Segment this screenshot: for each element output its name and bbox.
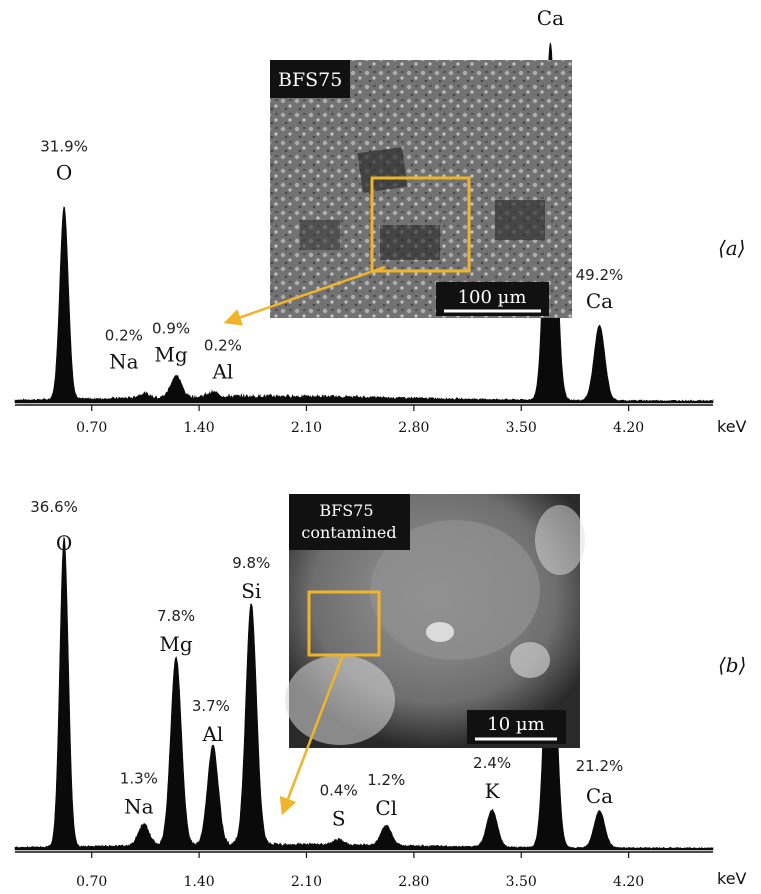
peak-percent-label: 9.8%: [232, 554, 270, 572]
peak-labels-a: O 31.9% Na 0.2% Mg 0.9% Al 0.2% Ca Ca 49.2%: [40, 6, 623, 384]
peak-element-label: S: [332, 806, 346, 830]
peak-percent-label: 31.9%: [40, 138, 88, 156]
peak-percent-label: 3.7%: [192, 697, 230, 715]
pointer-arrow-a: [223, 265, 386, 326]
spectrum-b-line: [14, 536, 714, 851]
x-ticks-b: 0.70 1.40 2.10 2.80 3.50 4.20: [76, 852, 644, 890]
peak-element-label: Ca: [586, 784, 613, 808]
peak-percent-label: 0.4%: [320, 781, 358, 799]
peak-percent-label: 0.2%: [105, 327, 143, 345]
sem-label-b: BFS75 contamined: [301, 501, 396, 542]
x-tick-label: 3.50: [506, 874, 537, 890]
scale-bar-label-a: 100 µm: [458, 287, 527, 308]
x-tick-label: 1.40: [184, 420, 215, 436]
x-tick-label: 2.80: [398, 874, 429, 890]
region-box-a: [370, 176, 471, 273]
peak-element-label: Cl: [375, 796, 397, 820]
peak-element-label: Na: [109, 350, 139, 374]
sem-label-box-b: [289, 494, 410, 550]
peak-percent-label: 0.2%: [204, 337, 242, 355]
peak-element-label: O: [56, 161, 72, 185]
region-box-b: [307, 590, 381, 657]
panel-label-a: ⟨a⟩: [718, 236, 746, 260]
x-tick-label: 3.50: [506, 420, 537, 436]
x-tick-label: 4.20: [613, 874, 644, 890]
spectrum-panel-a: 0.70 1.40 2.10 2.80 3.50 4.20 keV O 31.9% Na 0.2…: [14, 6, 747, 436]
spectrum-a-line: [14, 41, 714, 404]
peak-element-label: Mg: [154, 343, 187, 367]
peak-percent-label: 49.2%: [576, 266, 624, 284]
x-unit-b: keV: [717, 869, 747, 888]
peak-percent-label: 21.2%: [576, 757, 624, 775]
scale-bar-label-b: 10 µm: [487, 714, 544, 735]
sem-image-b: BFS75 contamined 10 µm: [285, 494, 585, 748]
x-tick-label: 2.10: [291, 874, 322, 890]
peak-element-label: Al: [201, 722, 223, 746]
x-ticks-a: 0.70 1.40 2.10 2.80 3.50 4.20: [76, 405, 644, 436]
peak-element-label: Mg: [159, 632, 192, 656]
x-tick-label: 2.80: [398, 420, 429, 436]
peak-percent-label: 36.6%: [30, 498, 78, 516]
peak-element-label: O: [56, 531, 72, 555]
x-tick-label: 0.70: [76, 874, 107, 890]
x-unit-a: keV: [717, 417, 747, 436]
sem-label-box-a: [270, 60, 350, 98]
peak-percent-label: 1.3%: [120, 769, 158, 787]
x-tick-label: 2.10: [291, 420, 322, 436]
x-tick-label: 1.40: [184, 874, 215, 890]
panel-label-b: ⟨b⟩: [718, 653, 746, 677]
x-tick-label: 0.70: [76, 420, 107, 436]
peak-element-label: K: [485, 779, 501, 803]
peak-percent-label: 1.2%: [367, 771, 405, 789]
peak-element-label: Al: [211, 360, 233, 384]
sem-label-a: BFS75: [278, 69, 342, 91]
pointer-arrow-b: [279, 654, 345, 816]
peak-element-label: Na: [124, 794, 154, 818]
peak-percent-label: 0.9%: [152, 320, 190, 338]
peak-percent-label: 7.8%: [157, 607, 195, 625]
spectrum-panel-b: 0.70 1.40 2.10 2.80 3.50 4.20 keV O 36.6% Na 1.3…: [14, 494, 747, 890]
x-tick-label: 4.20: [613, 420, 644, 436]
peak-element-label: Ca: [586, 289, 613, 313]
peak-element-label: Si: [241, 579, 261, 603]
peak-element-label: Ca: [537, 6, 564, 30]
peak-percent-label: 2.4%: [473, 754, 511, 772]
sem-image-a: BFS75 100 µm: [270, 60, 572, 318]
